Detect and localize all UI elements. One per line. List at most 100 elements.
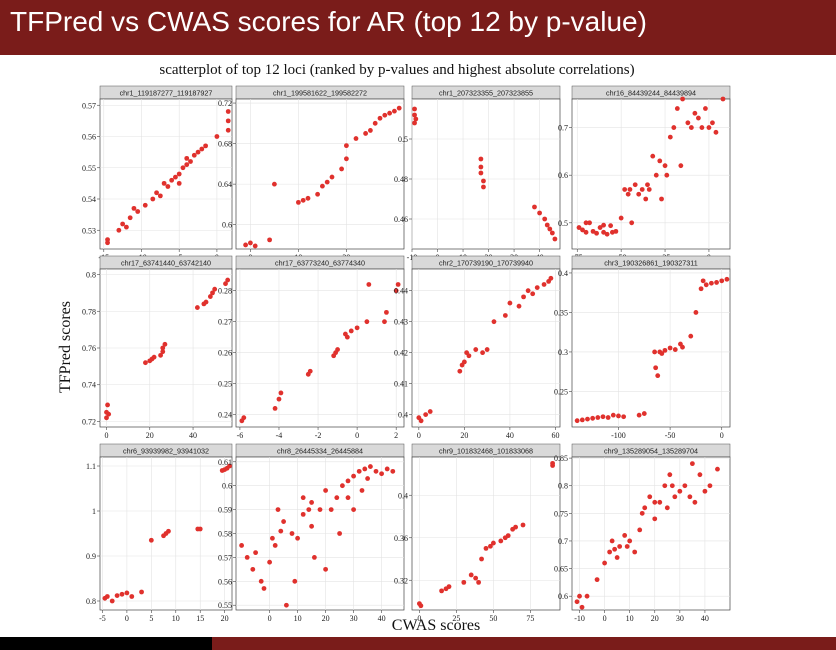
y-tick-label: 0.8 [86, 597, 96, 606]
y-tick-label: 0.26 [218, 349, 232, 358]
data-point [525, 288, 531, 294]
data-point [576, 225, 582, 230]
panel-5: chr17_63741440_63742140 0 20 40 0.72 0.74 0.76… [82, 255, 233, 440]
data-point [180, 165, 186, 171]
panel-8: chr3_190326861_190327311 -100 -50 0 0.25 0.3 0… [554, 255, 731, 440]
y-tick-label: 0.78 [82, 307, 96, 316]
data-point [622, 187, 628, 192]
data-point [225, 109, 231, 114]
data-point [505, 533, 511, 539]
x-tick-label: -10 [574, 614, 585, 623]
data-point [664, 172, 670, 178]
data-point [344, 156, 349, 162]
data-point [710, 120, 715, 126]
data-point [207, 294, 213, 299]
data-point [395, 282, 401, 287]
y-tick-label: 1.1 [86, 462, 96, 471]
data-point [345, 495, 351, 501]
data-point [359, 488, 365, 493]
data-point [636, 412, 642, 418]
data-point [390, 468, 396, 474]
x-tick-label: 40 [506, 431, 514, 440]
data-point [387, 110, 392, 116]
data-point [601, 229, 606, 235]
data-point [688, 333, 694, 339]
data-point [680, 344, 685, 350]
x-tick-label: 0 [355, 431, 359, 440]
panel-2: chr1_199581622_199582272010200.60.640.68… [218, 85, 405, 262]
data-point [114, 593, 120, 598]
data-point [641, 411, 647, 416]
data-point [284, 602, 289, 608]
y-tick-label: 0.25 [218, 380, 232, 389]
data-point [652, 516, 658, 522]
data-point [481, 178, 486, 184]
data-point [680, 96, 685, 102]
data-point [363, 131, 368, 136]
slide-title-bar: TFPred vs CWAS scores for AR (top 12 by … [0, 0, 836, 55]
data-point [624, 544, 630, 549]
data-point [261, 586, 267, 591]
x-tick-label: 30 [676, 614, 684, 623]
y-tick-label: 0.42 [394, 349, 408, 358]
data-point [418, 418, 424, 424]
data-point [166, 528, 171, 534]
data-point [532, 204, 537, 210]
data-point [706, 125, 712, 130]
data-point [579, 417, 585, 423]
data-point [664, 505, 670, 511]
data-point [342, 331, 348, 337]
data-point [709, 280, 714, 286]
panel-label: chr17_63741440_63742140 [121, 259, 211, 268]
x-tick-label: -6 [237, 431, 244, 440]
data-point [345, 478, 351, 484]
data-point [184, 162, 190, 168]
panel-4: chr16_84439244_84439894-75-50-2500.50.60… [558, 85, 731, 262]
data-point [655, 373, 661, 379]
y-tick-label: 0.85 [554, 454, 568, 463]
data-point [652, 499, 658, 505]
data-point [674, 106, 680, 111]
data-point [351, 473, 356, 479]
panel-label: chr16_84439244_84439894 [606, 89, 696, 98]
data-point [457, 368, 463, 374]
panel-label: chr6_93939982_93941032 [123, 447, 209, 456]
data-point [120, 221, 126, 227]
data-point [610, 412, 616, 418]
panel-6: chr17_63773240_63774340 -6 -4 -2 0 2 0.24 0.25 0… [218, 255, 405, 440]
data-point [412, 106, 417, 112]
y-tick-label: 0.25 [554, 387, 568, 396]
data-point [516, 303, 522, 309]
panel-label: chr9_135289054_135289704 [604, 447, 698, 456]
data-point [157, 193, 163, 199]
data-point [632, 182, 638, 188]
data-point [119, 591, 125, 597]
x-tick-label: 60 [551, 431, 559, 440]
x-tick-label: 20 [221, 614, 229, 623]
data-point [637, 527, 643, 533]
data-point [135, 209, 141, 214]
data-point [627, 538, 633, 544]
data-point [278, 390, 284, 396]
x-tick-label: 10 [172, 614, 180, 623]
data-point [396, 105, 402, 111]
data-point [413, 116, 419, 122]
x-tick-label: -2 [315, 431, 322, 440]
x-tick-label: 0 [603, 614, 607, 623]
data-point [267, 237, 272, 243]
data-point [488, 543, 493, 549]
data-point [427, 409, 433, 414]
data-point [258, 578, 264, 584]
data-point [323, 488, 328, 493]
data-point [227, 463, 232, 469]
x-tick-label: 20 [460, 431, 468, 440]
data-point [616, 413, 621, 419]
data-point [700, 278, 706, 284]
data-point [214, 134, 220, 139]
data-point [614, 555, 620, 560]
data-point [720, 96, 726, 102]
data-point [248, 240, 253, 246]
y-tick-label: 0.8 [558, 482, 568, 491]
y-tick-label: 0.4 [398, 491, 408, 500]
data-point [129, 594, 135, 599]
